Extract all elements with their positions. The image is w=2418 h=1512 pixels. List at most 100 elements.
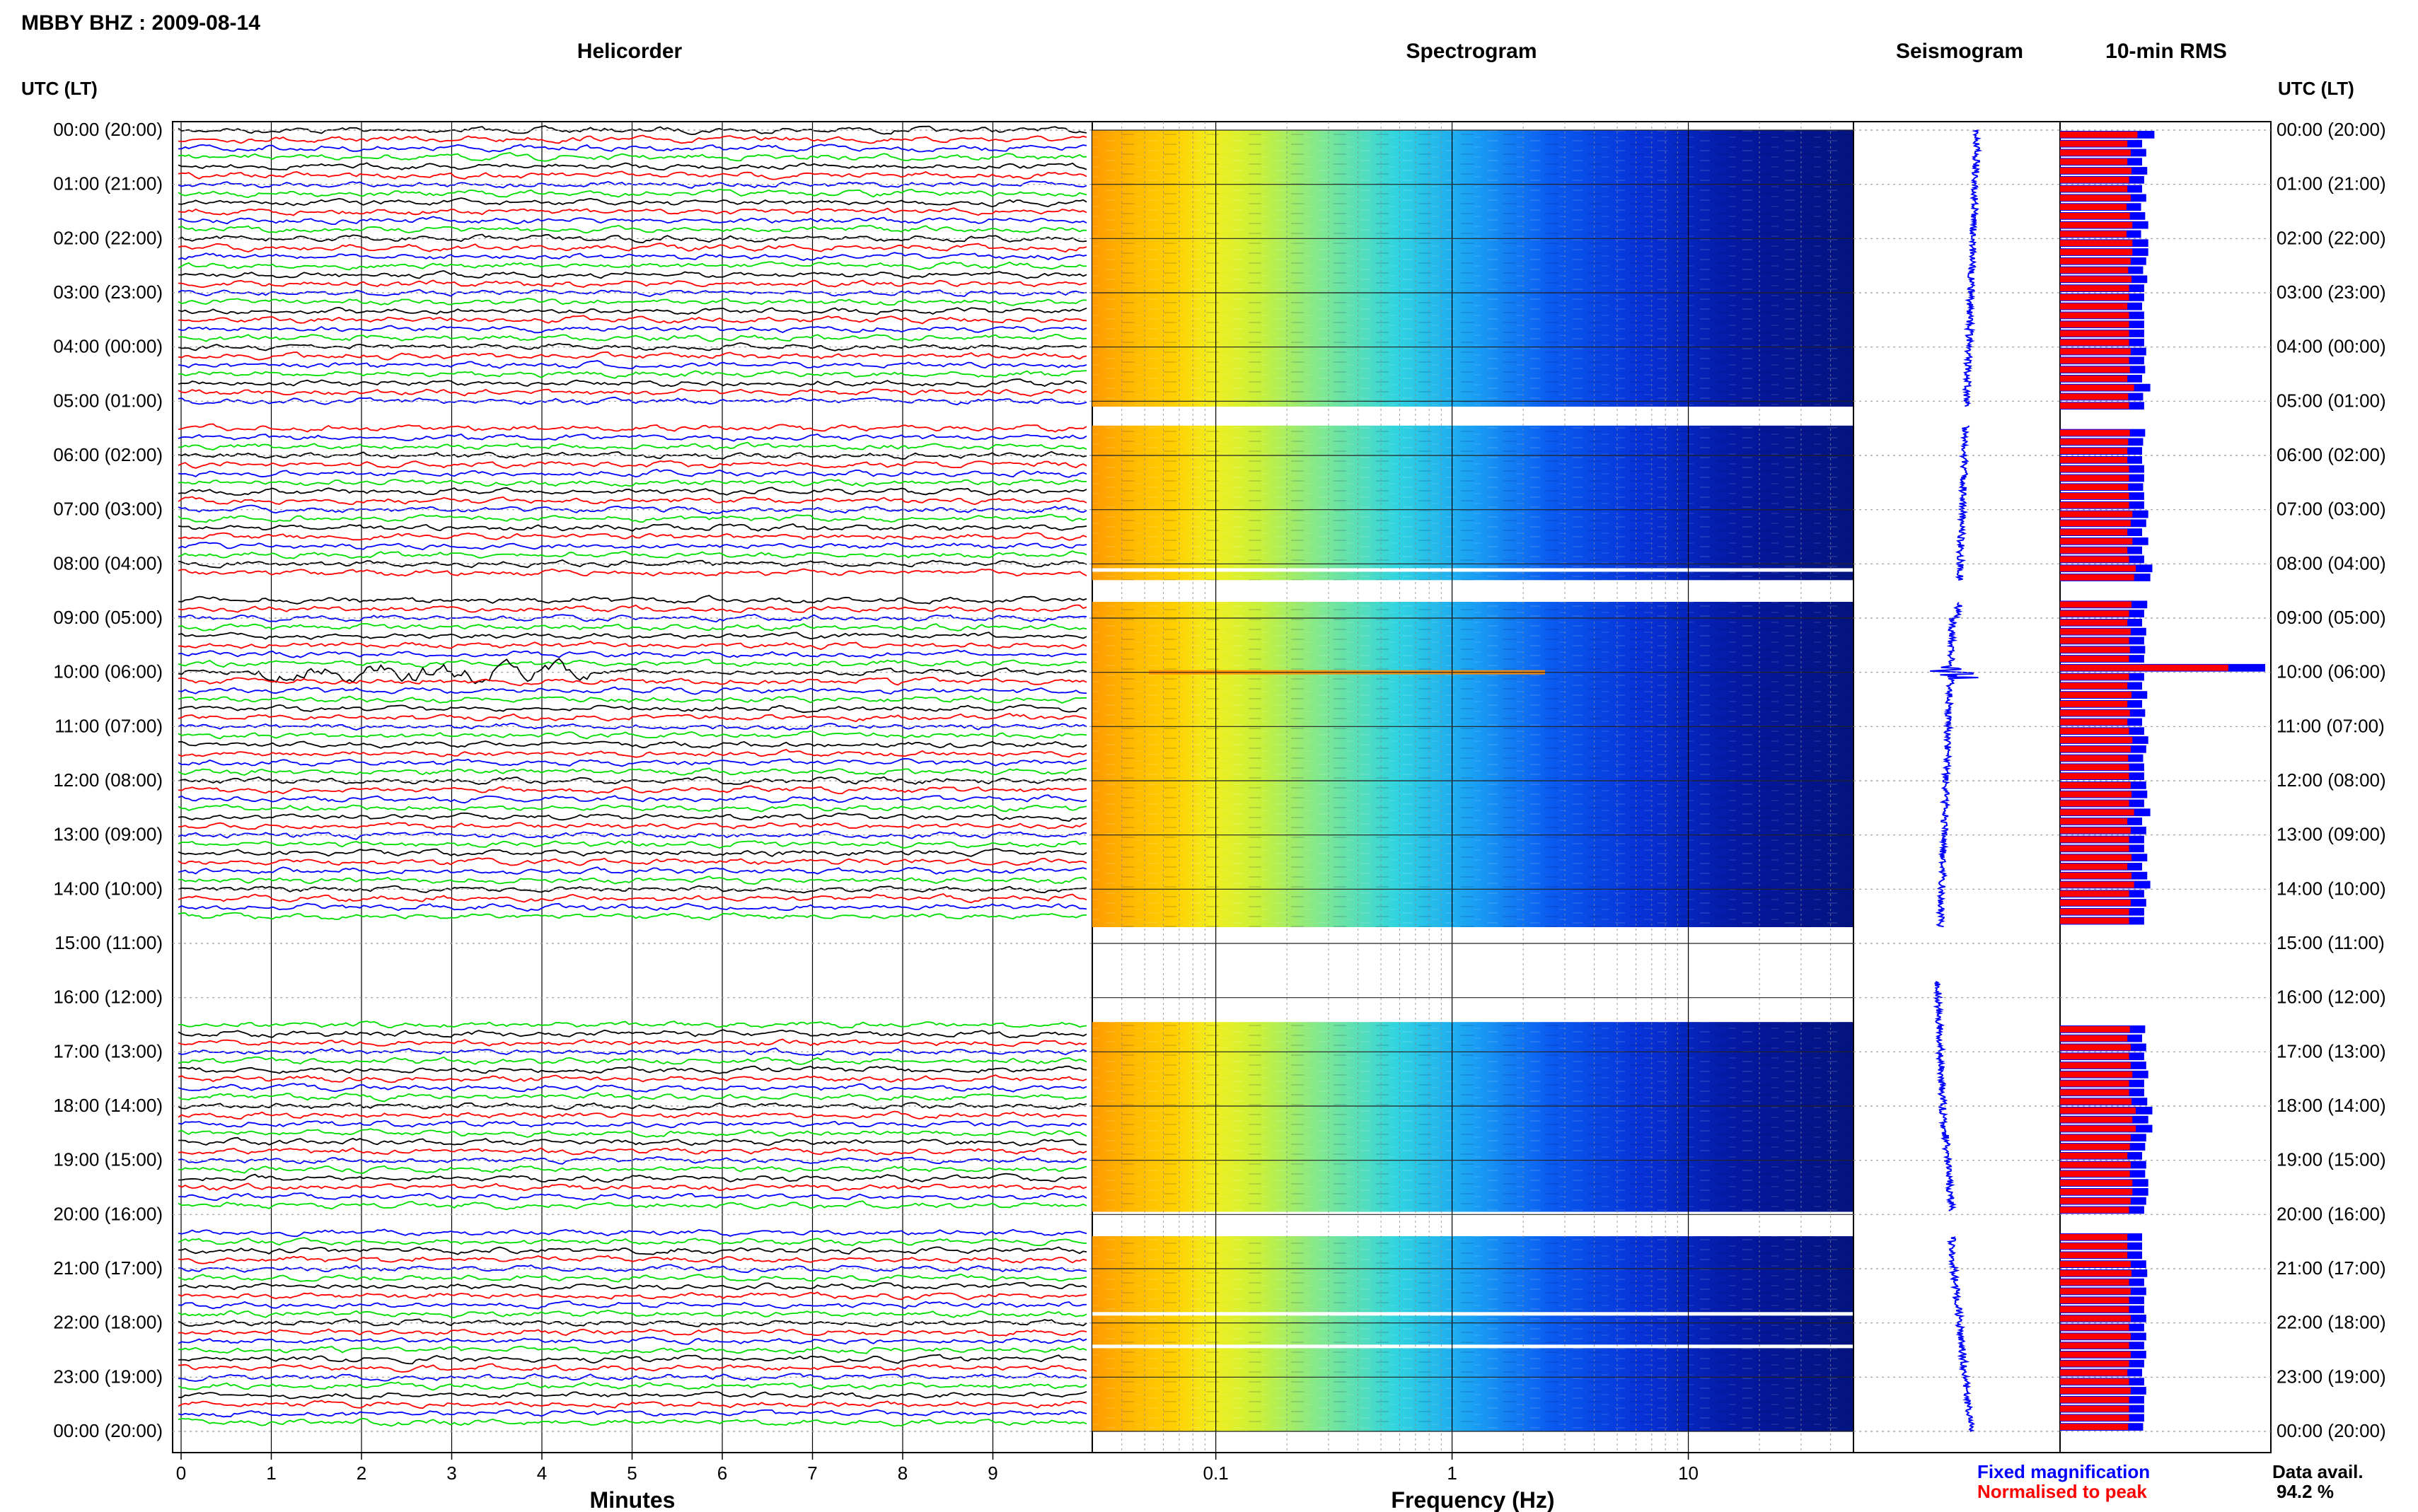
helicorder-trace (178, 1038, 1087, 1047)
helicorder-trace (178, 162, 1087, 171)
rms-bar-normalised (2060, 1315, 2131, 1322)
helicorder-trace (178, 243, 1087, 253)
helicorder-trace (178, 378, 1087, 388)
helicorder-trace (178, 125, 1087, 136)
rms-bar-normalised (2060, 384, 2134, 391)
time-axis-labels: 00:00 (20:00) 00:00 (20:00) 01:00 (21:00) 0… (53, 119, 2385, 1441)
rms-bar-normalised (2060, 1026, 2130, 1033)
time-label-right: 14:00 (10:00) (2277, 878, 2386, 899)
rms-bar-normalised (2060, 1297, 2129, 1304)
helicorder-trace (178, 134, 1087, 144)
rms-bar-normalised (2060, 1261, 2131, 1267)
rms-bar-normalised (2060, 637, 2129, 644)
rms-bar-normalised (2060, 501, 2129, 508)
rms-bar-normalised (2060, 493, 2129, 499)
time-label-left: 08:00 (04:00) (53, 552, 163, 574)
helicorder-trace (178, 649, 1087, 659)
rms-bar-normalised (2060, 827, 2131, 834)
helicorder-trace (178, 604, 1087, 613)
time-label-left: 01:00 (21:00) (53, 173, 163, 194)
rms-bar-normalised (2060, 646, 2130, 653)
rms-bar-normalised (2060, 1134, 2131, 1141)
minute-tick-label: 1 (266, 1462, 276, 1484)
helicorder-trace (178, 757, 1087, 767)
rms-bar-normalised (2060, 845, 2129, 852)
spectrogram-header: Spectrogram (1406, 40, 1537, 63)
rms-bar-normalised (2060, 484, 2129, 491)
helicorder-trace (178, 170, 1087, 180)
seismogram-trace (1930, 129, 1983, 1432)
rms-bar-normalised (2060, 1144, 2130, 1150)
helicorder-trace (178, 840, 1087, 849)
minute-tick-label: 3 (446, 1462, 456, 1484)
rms-bar-normalised (2060, 1252, 2128, 1259)
rms-bar-normalised (2060, 1369, 2128, 1376)
rms-bar-normalised (2060, 321, 2129, 328)
rms-bar-normalised (2060, 1107, 2136, 1114)
rms-bar-normalised (2060, 1062, 2131, 1069)
rms-bar-normalised (2060, 692, 2132, 698)
helicorder-trace (178, 360, 1087, 370)
helicorder-trace (178, 713, 1087, 723)
time-label-right: 22:00 (18:00) (2277, 1312, 2386, 1333)
rms-bar-normalised (2060, 448, 2128, 454)
time-label-right: 06:00 (02:00) (2277, 444, 2386, 465)
rms-bar-normalised (2060, 529, 2128, 535)
rms-bar-normalised (2060, 863, 2128, 870)
rms-bar-normalised (2060, 755, 2129, 762)
helicorder-trace (178, 224, 1087, 234)
rms-bar-normalised (2060, 673, 2129, 680)
rms-bar-normalised (2060, 656, 2129, 662)
time-label-left: 14:00 (10:00) (53, 878, 163, 899)
rms-bar-normalised (2060, 1233, 2128, 1240)
rms-bar-normalised (2060, 1170, 2130, 1177)
rms-bar-normalised (2060, 791, 2132, 798)
time-label-right: 10:00 (06:00) (2277, 661, 2386, 682)
rms-bar-normalised (2060, 1288, 2131, 1295)
time-label-right: 02:00 (22:00) (2277, 227, 2386, 248)
rms-bar-normalised (2060, 438, 2129, 446)
rms-bar-normalised (2060, 366, 2130, 373)
rms-bar-normalised (2060, 1089, 2129, 1096)
seismogram-panel (1853, 121, 2061, 1453)
rms-bar-normalised (2060, 520, 2131, 527)
time-label-right: 03:00 (23:00) (2277, 281, 2386, 303)
helicorder-trace (178, 261, 1087, 271)
helicorder-trace (178, 658, 1087, 685)
helicorder-trace (178, 1200, 1087, 1211)
helicorder-trace (178, 423, 1087, 433)
rms-bar-normalised (2060, 1206, 2129, 1214)
rms-bar-normalised (2060, 709, 2130, 716)
helicorder-trace (178, 207, 1087, 216)
rms-bar-normalised (2060, 140, 2128, 147)
helicorder-trace (178, 568, 1087, 577)
rms-bar-normalised (2060, 1044, 2131, 1051)
x-axis-ticks: 0 1 2 3 4 5 6 7 8 9 0.1 1 10 (176, 1453, 1699, 1484)
helicorder-trace (178, 812, 1087, 822)
helicorder-trace (178, 794, 1087, 804)
time-label-right: 18:00 (14:00) (2277, 1095, 2386, 1116)
helicorder-trace (178, 1345, 1087, 1354)
helicorder-trace (178, 1237, 1087, 1247)
rms-bar-normalised (2060, 809, 2134, 816)
time-label-right: 08:00 (04:00) (2277, 552, 2386, 574)
rms-bar-normalised (2060, 1197, 2131, 1204)
rms-bar-normalised (2060, 538, 2133, 545)
helicorder-trace (178, 1128, 1087, 1138)
helicorder-trace (178, 233, 1087, 244)
helicorder-trace (178, 1228, 1087, 1238)
rms-bar-normalised (2060, 185, 2128, 192)
helicorder-trace (178, 857, 1087, 866)
time-label-right: 12:00 (08:00) (2277, 769, 2386, 791)
helicorder-trace (178, 469, 1087, 478)
helicorder-trace (178, 641, 1087, 651)
rms-bar-normalised (2060, 348, 2131, 355)
helicorder-header: Helicorder (577, 40, 683, 63)
helicorder-trace (178, 1409, 1087, 1418)
helicorder-trace (178, 740, 1087, 749)
time-label-right: 13:00 (09:00) (2277, 824, 2386, 845)
rms-bar-normalised (2060, 1053, 2129, 1060)
helicorder-trace (178, 704, 1087, 714)
rms-bar-normalised (2060, 1414, 2129, 1421)
